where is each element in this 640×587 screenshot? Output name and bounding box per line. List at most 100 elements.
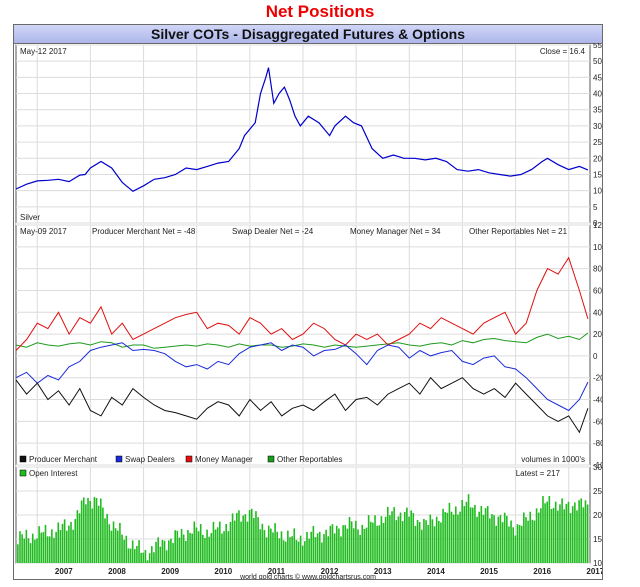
y-tick-label: 10 <box>593 187 602 196</box>
oi-bar <box>263 530 266 563</box>
oi-bar <box>433 526 436 563</box>
cot-line-other-reportables <box>15 332 589 349</box>
oi-bar <box>484 508 487 563</box>
oi-bar <box>335 525 338 563</box>
oi-bar <box>195 527 198 563</box>
oi-bar <box>293 528 296 563</box>
oi-bar <box>65 530 68 563</box>
oi-bar <box>495 525 497 563</box>
oi-bar <box>576 510 578 563</box>
oi-bar <box>314 537 317 563</box>
oi-bar <box>267 525 270 563</box>
y-tick-label: 100 <box>593 559 602 568</box>
y-tick-label: 150 <box>593 535 602 544</box>
oi-bar <box>559 504 561 563</box>
oi-bar <box>138 540 140 563</box>
y-tick-label: 300 <box>593 463 602 472</box>
oi-bar <box>316 533 319 563</box>
y-tick-label: 100 <box>593 243 602 252</box>
price-close-readout: Close = 16.4 <box>540 47 586 56</box>
oi-bar <box>185 540 187 563</box>
oi-bar <box>133 549 136 563</box>
oi-bar <box>420 529 423 563</box>
oi-bar <box>542 496 544 563</box>
oi-bar <box>248 510 251 563</box>
oi-bar <box>140 552 142 563</box>
oi-bar <box>310 531 313 563</box>
cot-net-readout: Other Reportables Net = 21 <box>469 227 568 236</box>
y-tick-label: 35 <box>593 106 602 115</box>
oi-bar <box>204 538 206 563</box>
cot-line-money-manager <box>15 256 589 351</box>
oi-bar <box>527 520 529 563</box>
oi-bar <box>459 511 461 563</box>
oi-legend-label: Open Interest <box>29 469 78 478</box>
oi-bar <box>295 539 298 563</box>
oi-bar <box>363 528 366 563</box>
oi-bar <box>74 518 77 563</box>
oi-bar <box>476 516 478 563</box>
oi-bar <box>29 543 32 563</box>
oi-bar <box>110 530 113 563</box>
oi-bar <box>106 513 108 563</box>
oi-bar <box>17 544 19 563</box>
oi-bar <box>165 550 168 563</box>
oi-bar <box>367 515 370 563</box>
oi-bar <box>95 497 98 563</box>
oi-bar <box>238 510 240 563</box>
chart-title: Silver COTs - Disaggregated Futures & Op… <box>14 25 602 44</box>
oi-bar <box>410 510 412 563</box>
oi-bar <box>516 524 519 563</box>
oi-bar <box>380 516 383 563</box>
oi-bar <box>435 516 438 563</box>
page-heading: Net Positions <box>265 2 375 21</box>
oi-bar <box>157 537 159 563</box>
oi-bar <box>42 532 45 563</box>
oi-bar <box>582 507 585 563</box>
oi-bar <box>465 501 468 563</box>
oi-bar <box>178 537 181 563</box>
y-tick-label: 20 <box>593 154 602 163</box>
oi-bar <box>189 532 191 563</box>
oi-bar <box>34 539 36 563</box>
cot-net-readout: Money Manager Net = 34 <box>350 227 441 236</box>
oi-bar <box>131 540 134 563</box>
oi-bar <box>280 531 283 563</box>
oi-bar <box>499 514 502 563</box>
oi-bar <box>455 506 457 563</box>
oi-bar <box>586 504 589 563</box>
oi-bar <box>91 508 94 563</box>
oi-bar <box>369 521 372 563</box>
oi-bar <box>442 508 444 563</box>
oi-bar <box>202 534 204 563</box>
chart-frame: Silver COTs - Disaggregated Futures & Op… <box>13 24 603 580</box>
oi-bar <box>506 515 508 563</box>
oi-bar <box>99 498 102 563</box>
oi-bar <box>87 497 89 563</box>
x-tick-label: 2007 <box>55 567 73 576</box>
y-tick-label: -100 <box>593 461 602 470</box>
x-tick-label: 2015 <box>480 567 498 576</box>
oi-bar <box>427 524 429 563</box>
legend-swatch <box>185 455 193 463</box>
y-tick-label: 15 <box>593 170 602 179</box>
oi-bar <box>342 525 344 563</box>
oi-bar <box>287 530 289 563</box>
cot-date-label: May-09 2017 <box>20 227 67 236</box>
oi-bar <box>384 516 387 563</box>
oi-bar <box>565 503 568 563</box>
oi-bar <box>270 528 272 563</box>
oi-bar <box>242 515 245 563</box>
price-date-label: May-12 2017 <box>20 47 67 56</box>
oi-bar <box>535 508 538 563</box>
oi-bar <box>580 498 583 563</box>
y-tick-label: 200 <box>593 511 602 520</box>
cot-net-readout: Swap Dealer Net = -24 <box>232 227 314 236</box>
oi-bar <box>159 546 162 563</box>
x-tick-label: 2016 <box>533 567 551 576</box>
oi-bar <box>272 532 274 563</box>
oi-bar <box>119 522 121 563</box>
oi-bar <box>304 541 306 563</box>
oi-bar <box>397 516 400 563</box>
oi-bar <box>357 529 359 563</box>
